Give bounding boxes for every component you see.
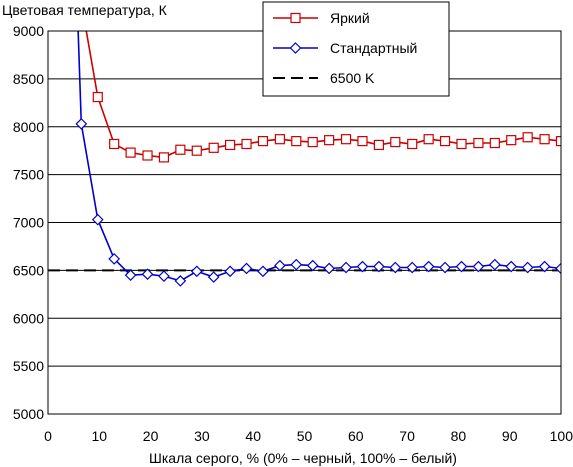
- x-tick-label: 0: [44, 428, 52, 444]
- data-point: [291, 136, 302, 147]
- data-point: [439, 136, 451, 147]
- data-point: [158, 152, 170, 163]
- y-tick-label: 8500: [13, 71, 44, 87]
- data-point: [473, 137, 484, 149]
- data-point: [390, 136, 401, 148]
- x-tick-label: 60: [348, 428, 364, 444]
- x-tick-label: 10: [92, 428, 108, 444]
- y-tick-label: 9000: [13, 23, 44, 39]
- data-point: [439, 261, 451, 274]
- data-point: [125, 147, 136, 158]
- data-point: [357, 136, 368, 147]
- x-tick-label: 100: [550, 428, 573, 444]
- y-tick-label: 6000: [13, 310, 44, 326]
- data-point: [406, 261, 419, 274]
- data-point: [307, 136, 318, 148]
- x-tick-label: 30: [194, 428, 210, 444]
- data-point: [290, 12, 301, 24]
- data-point: [373, 260, 385, 273]
- data-point: [506, 135, 517, 146]
- data-point: [124, 269, 137, 282]
- data-point: [340, 261, 352, 274]
- data-point: [389, 261, 402, 274]
- data-point: [208, 142, 219, 153]
- data-point: [340, 134, 352, 145]
- data-point: [240, 262, 253, 275]
- data-point: [407, 138, 418, 150]
- data-point: [207, 271, 220, 283]
- data-point: [142, 150, 153, 161]
- y-tick-label: 5000: [13, 406, 44, 422]
- data-point: [91, 213, 104, 226]
- data-point: [555, 136, 561, 147]
- data-point: [356, 260, 369, 273]
- data-point: [257, 265, 269, 278]
- data-point: [241, 138, 252, 150]
- data-point: [538, 260, 551, 273]
- y-tick-label: 7000: [13, 215, 44, 231]
- data-point: [323, 262, 335, 275]
- data-point: [141, 268, 154, 281]
- x-tick-label: 90: [502, 428, 518, 444]
- series-0: [85, 31, 561, 163]
- data-point: [92, 91, 103, 103]
- data-point: [191, 145, 202, 156]
- data-point: [290, 258, 303, 271]
- data-point: [225, 139, 236, 151]
- data-point: [472, 260, 485, 273]
- data-point: [274, 259, 286, 272]
- data-point: [539, 134, 550, 145]
- data-point: [522, 132, 533, 143]
- y-tick-label: 6500: [13, 262, 44, 278]
- legend-label: Яркий: [330, 10, 370, 26]
- data-point: [190, 265, 203, 278]
- data-point: [274, 134, 285, 145]
- x-tick-label: 80: [451, 428, 467, 444]
- y-tick-labels: 5000 5500 6000 6500 7000 7500 8000 8500 9000: [13, 23, 44, 422]
- data-point: [488, 258, 501, 271]
- x-tick-labels: 0 10 20 30 40 50 60 70 80 90 100: [44, 428, 573, 444]
- data-point: [175, 144, 186, 155]
- y-tick-label: 7500: [13, 167, 44, 183]
- y-axis-label: Цветовая температура, К: [2, 2, 168, 18]
- x-tick-label: 70: [399, 428, 415, 444]
- legend-label: Стандартный: [330, 40, 417, 56]
- data-point: [257, 136, 269, 147]
- data-point: [555, 262, 561, 275]
- data-point: [306, 259, 319, 272]
- data-point: [521, 261, 534, 274]
- x-tick-label: 50: [297, 428, 313, 444]
- y-tick-label: 8000: [13, 119, 44, 135]
- data-point: [423, 134, 434, 145]
- data-point: [505, 260, 518, 273]
- data-point: [75, 118, 88, 130]
- legend: Яркий Стандартный 6500 K: [262, 1, 450, 97]
- x-tick-label: 40: [245, 428, 261, 444]
- data-point: [289, 42, 302, 54]
- legend-label: 6500 K: [330, 70, 375, 86]
- x-axis-label: Шкала серого, % (0% – черный, 100% – бел…: [149, 450, 457, 466]
- data-point: [422, 260, 435, 273]
- data-point: [373, 139, 384, 151]
- data-point: [109, 138, 120, 150]
- data-point: [456, 138, 467, 150]
- data-point: [455, 260, 468, 273]
- series-layer: [48, 31, 561, 287]
- data-point: [224, 265, 236, 278]
- y-tick-label: 5500: [13, 358, 44, 374]
- data-point: [174, 275, 187, 287]
- data-point: [489, 137, 500, 149]
- data-point: [158, 270, 170, 282]
- series-1: [75, 31, 561, 287]
- x-tick-label: 20: [143, 428, 159, 444]
- data-point: [324, 135, 335, 146]
- data-point: [108, 253, 121, 265]
